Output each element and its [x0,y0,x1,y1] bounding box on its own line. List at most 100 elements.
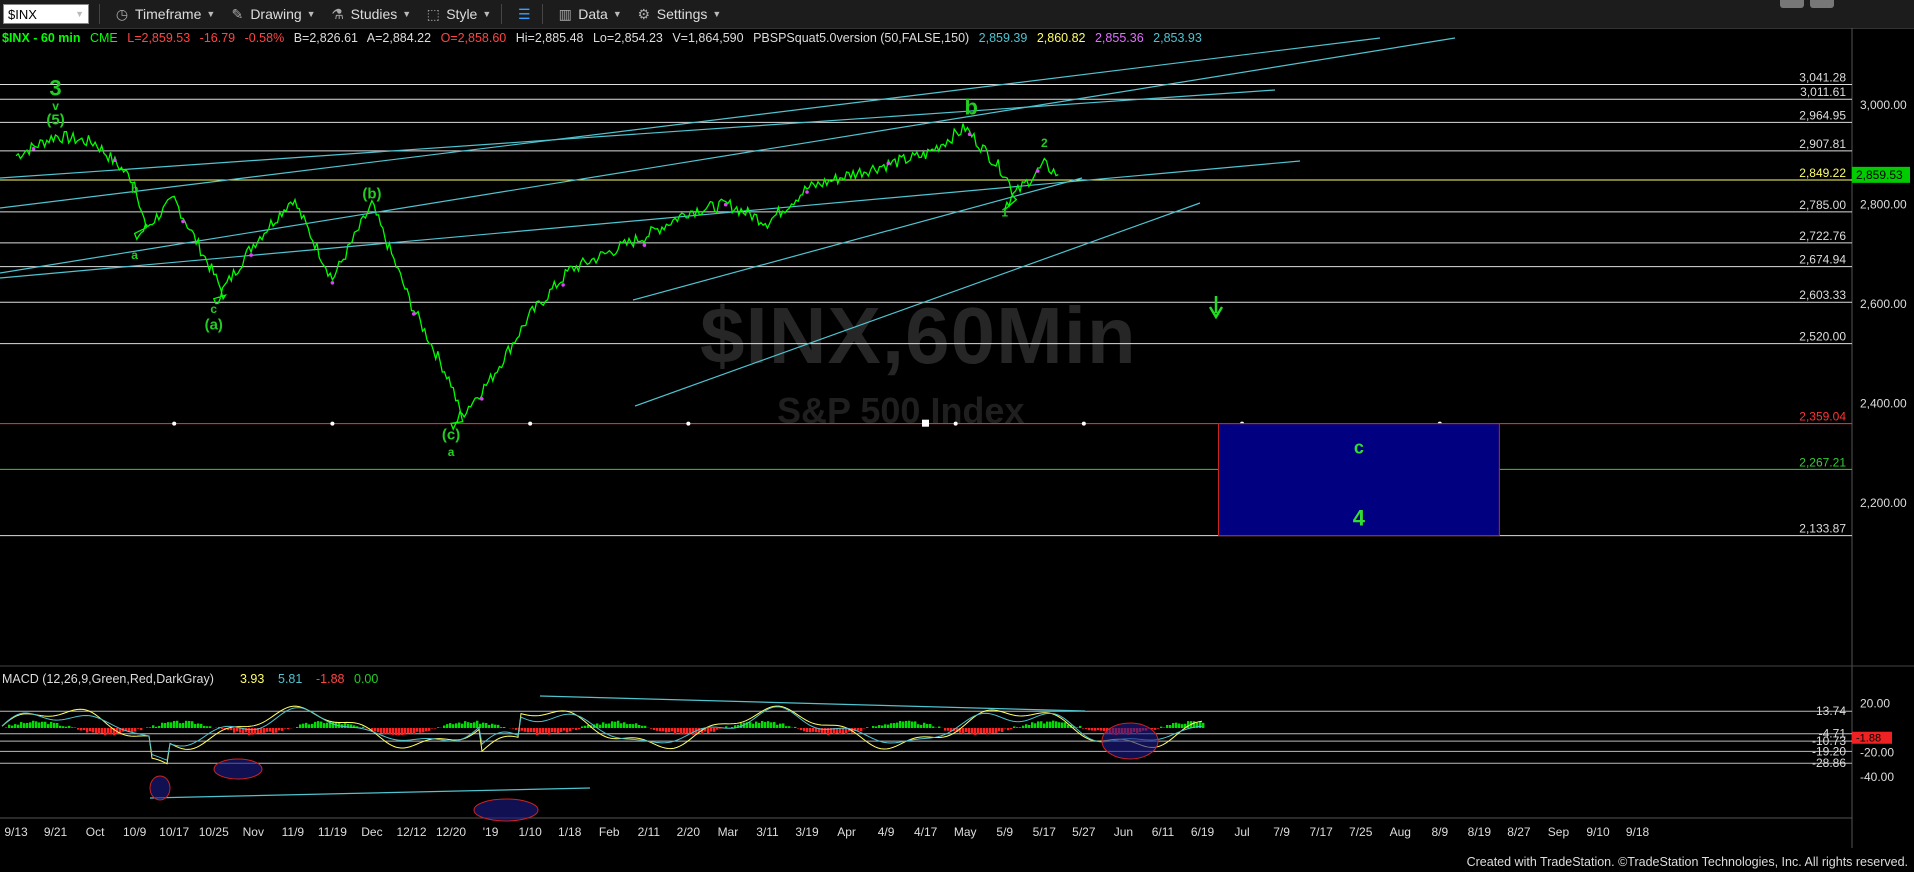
macd-histogram-bar [266,728,269,732]
macd-histogram-bar [635,723,638,728]
time-axis-label: 6/11 [1152,825,1175,839]
restore-button[interactable] [1810,0,1834,8]
time-axis-label: 5/9 [996,825,1013,839]
macd-histogram-bar [206,726,209,728]
level-label: 2,359.04 [1799,410,1846,424]
time-axis-label: 8/19 [1468,825,1492,839]
macd-histogram-bar [569,728,572,732]
timeframe-label: Timeframe [135,6,202,22]
level-marker [953,421,958,426]
minimize-button[interactable] [1780,0,1804,8]
time-axis-label: 9/21 [44,825,68,839]
macd-histogram-bar [614,721,617,728]
macd-histogram-bar [653,728,656,731]
level-label: 2,964.95 [1799,108,1846,122]
macd-histogram-bar [527,728,530,733]
price-series [15,123,1059,431]
macd-histogram-bar [755,721,758,728]
macd-histogram-bar [65,726,68,728]
settings-menu[interactable]: ⚙ Settings ▼ [636,6,721,23]
macd-value: 3.93 [240,672,264,686]
signal-marker [113,158,117,163]
macd-histogram-bar [1199,721,1202,728]
time-axis-label: 8/9 [1431,825,1448,839]
macd-histogram-bar [308,724,311,728]
signal-marker [31,146,36,151]
macd-histogram-bar [1091,728,1094,731]
macd-histogram-bar [476,720,479,728]
signal-marker [330,281,335,285]
macd-histogram-bar [926,724,929,728]
macd-level-label: -28.86 [1812,756,1846,770]
macd-histogram-bar [182,722,185,728]
target-zone-box [1218,423,1500,537]
macd-histogram-bar [1013,726,1016,728]
macd-histogram-bar [971,728,974,735]
chevron-down-icon: ▼ [402,9,412,19]
macd-histogram-bar [1181,724,1184,728]
symbol-selector[interactable]: $INX ▼ [3,4,89,24]
wave-label: (a) [205,317,223,334]
drawing-menu[interactable]: ✎ Drawing ▼ [229,6,315,23]
macd-histogram-bar [1046,721,1049,728]
macd-histogram-bar [176,720,179,728]
level-label: 2,267.21 [1799,455,1846,469]
macd-histogram-bar [524,728,527,732]
style-menu[interactable]: ⬚ Style ▼ [425,6,492,23]
macd-histogram-bar [983,728,986,734]
macd-histogram-bar [1172,723,1175,728]
macd-histogram-bar [947,728,950,731]
macd-histogram-bar [752,723,755,728]
time-axis-label: 10/25 [199,825,229,839]
macd-histogram-bar [1049,721,1052,728]
macd-histogram-bar [836,728,839,734]
style-label: Style [446,6,478,22]
macd-histogram-bar [233,728,236,733]
macd-histogram-bar [746,722,749,728]
time-axis-label: 2/11 [638,825,661,839]
time-axis-label: 12/20 [436,825,466,839]
time-axis-label: May [954,825,977,839]
data-menu[interactable]: ▥ Data ▼ [557,5,622,23]
studies-menu[interactable]: ⚗ Studies ▼ [330,6,412,23]
macd-histogram-bar [893,723,896,728]
macd-histogram-bar [998,728,1001,732]
macd-histogram-bar [239,728,242,733]
macd-histogram-bar [638,724,641,728]
macd-histogram-bar [413,728,416,735]
target-zone-label: c [1354,438,1364,458]
layout-button[interactable]: ☰ [516,6,532,22]
macd-histogram-bar [626,724,629,728]
macd-histogram-bar [152,725,155,728]
wave-label: (c) [442,427,460,444]
macd-histogram-bar [695,728,698,735]
macd-histogram-bar [14,724,17,728]
macd-histogram-bar [353,725,356,728]
macd-histogram-bar [317,721,320,728]
bar-chart-icon: ▥ [558,5,572,22]
header-bid: B=2,826.61 [293,31,358,45]
macd-histogram-bar [1175,722,1178,728]
last-price-tag-label: 2,859.53 [1856,168,1903,182]
macd-histogram-bar [1169,725,1172,728]
macd-histogram-bar [179,723,182,728]
macd-histogram-bar [398,728,401,736]
macd-highlight-ellipse [1101,722,1159,760]
macd-histogram-bar [764,721,767,728]
macd-histogram-bar [857,728,860,731]
time-axis-label: Jul [1234,825,1249,839]
macd-histogram-bar [500,727,503,728]
macd-histogram-bar [923,722,926,728]
timeframe-menu[interactable]: ◷ Timeframe ▼ [114,6,215,23]
macd-histogram-bar [449,723,452,728]
macd-histogram-bar [458,722,461,728]
macd-histogram-bar [560,728,563,732]
macd-histogram-bar [719,728,722,729]
price-chart[interactable]: 3,041.283,011.61 2,964.95 2,907.81 2,849.22… [0,28,1914,858]
macd-histogram-bar [377,728,380,733]
wave-label: (b) [362,185,381,202]
macd-histogram-bar [662,728,665,732]
macd-histogram-bar [1034,723,1037,728]
macd-histogram-bar [668,728,671,733]
macd-histogram-bar [578,728,581,730]
